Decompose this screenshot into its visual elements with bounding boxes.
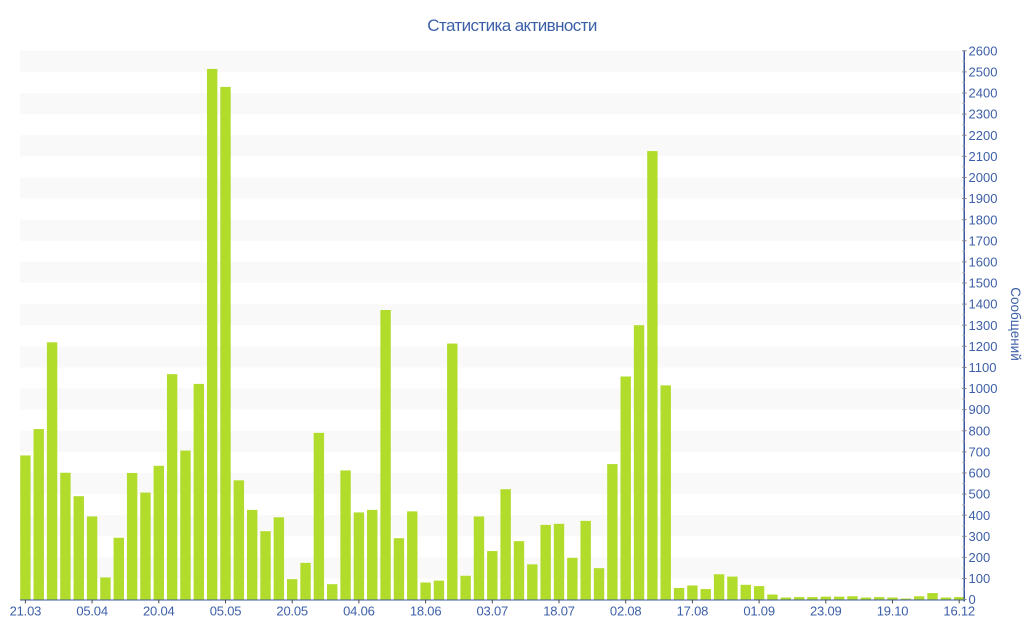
svg-text:200: 200 bbox=[969, 550, 991, 565]
svg-text:600: 600 bbox=[969, 466, 991, 481]
svg-text:1900: 1900 bbox=[969, 191, 998, 206]
svg-text:400: 400 bbox=[969, 508, 991, 523]
svg-text:900: 900 bbox=[969, 402, 991, 417]
svg-text:500: 500 bbox=[969, 487, 991, 502]
svg-text:18.06: 18.06 bbox=[410, 603, 442, 618]
svg-text:2200: 2200 bbox=[969, 128, 998, 143]
svg-text:Сообщений: Сообщений bbox=[1008, 287, 1023, 361]
svg-text:2500: 2500 bbox=[969, 65, 998, 80]
svg-text:100: 100 bbox=[969, 571, 991, 586]
svg-text:Статистика активности: Статистика активности bbox=[427, 16, 597, 35]
svg-text:1800: 1800 bbox=[969, 212, 998, 227]
svg-text:1500: 1500 bbox=[969, 276, 998, 291]
svg-text:04.06: 04.06 bbox=[343, 603, 375, 618]
svg-text:16.12: 16.12 bbox=[943, 603, 975, 618]
svg-text:1700: 1700 bbox=[969, 233, 998, 248]
svg-text:21.03: 21.03 bbox=[10, 603, 42, 618]
svg-text:1300: 1300 bbox=[969, 318, 998, 333]
svg-text:1600: 1600 bbox=[969, 254, 998, 269]
svg-text:2100: 2100 bbox=[969, 149, 998, 164]
svg-text:1100: 1100 bbox=[969, 360, 997, 375]
svg-text:19.10: 19.10 bbox=[877, 603, 909, 618]
svg-text:0: 0 bbox=[969, 592, 976, 607]
svg-text:2000: 2000 bbox=[969, 170, 998, 185]
svg-text:02.08: 02.08 bbox=[610, 603, 642, 618]
svg-text:20.05: 20.05 bbox=[276, 603, 308, 618]
svg-text:1000: 1000 bbox=[969, 381, 998, 396]
svg-text:1400: 1400 bbox=[969, 297, 998, 312]
svg-text:700: 700 bbox=[969, 444, 991, 459]
svg-text:300: 300 bbox=[969, 529, 991, 544]
svg-text:17.08: 17.08 bbox=[677, 603, 709, 618]
svg-text:05.05: 05.05 bbox=[210, 603, 242, 618]
svg-text:01.09: 01.09 bbox=[743, 603, 775, 618]
svg-text:2400: 2400 bbox=[969, 86, 998, 101]
svg-text:23.09: 23.09 bbox=[810, 603, 842, 618]
svg-text:03.07: 03.07 bbox=[477, 603, 509, 618]
svg-text:2600: 2600 bbox=[969, 43, 998, 58]
svg-text:18.07: 18.07 bbox=[543, 603, 575, 618]
svg-text:20.04: 20.04 bbox=[143, 603, 175, 618]
svg-text:1200: 1200 bbox=[969, 339, 998, 354]
svg-text:800: 800 bbox=[969, 423, 991, 438]
svg-text:2300: 2300 bbox=[969, 107, 998, 122]
svg-text:05.04: 05.04 bbox=[76, 603, 108, 618]
